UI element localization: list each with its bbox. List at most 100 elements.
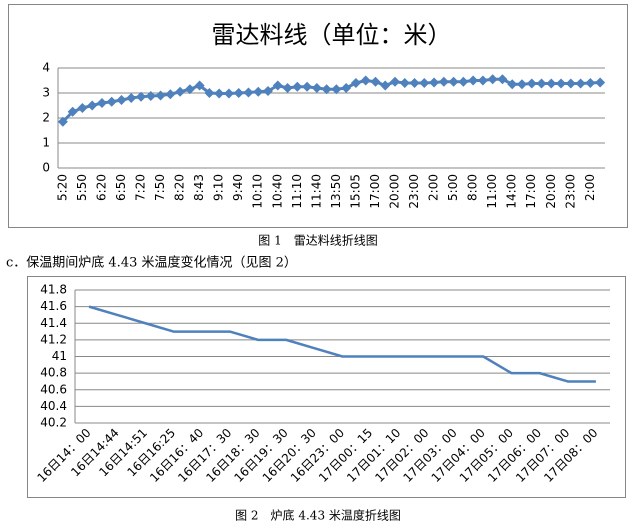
- data-point: [389, 76, 400, 87]
- data-point: [458, 76, 469, 87]
- x-tick-label: 23:00: [563, 174, 577, 209]
- x-tick-label: 11:10: [290, 174, 304, 209]
- data-point: [155, 90, 166, 101]
- y-tick-label: 41.8: [40, 283, 67, 297]
- y-tick-label: 40.6: [40, 382, 67, 396]
- chart-frame: [8, 4, 628, 228]
- data-point: [233, 88, 244, 98]
- data-point: [175, 86, 186, 97]
- data-point: [302, 81, 313, 92]
- data-point: [595, 77, 606, 88]
- data-line: [88, 305, 596, 383]
- y-tick-label: 41.4: [40, 316, 67, 330]
- y-tick-label: 3: [42, 86, 50, 100]
- data-point: [497, 74, 508, 85]
- figure-caption: 图 1 雷达料线折线图: [258, 233, 377, 248]
- x-tick-label: 5:00: [446, 174, 460, 201]
- x-tick-label: 20:00: [387, 174, 401, 209]
- x-tick-label: 11:00: [485, 174, 499, 209]
- data-point: [282, 83, 293, 93]
- data-point: [57, 116, 68, 127]
- data-point: [360, 75, 371, 86]
- data-point: [448, 76, 459, 87]
- figure-caption: 图 2 炉底 4.43 米温度折线图: [235, 508, 401, 523]
- data-point: [585, 78, 596, 88]
- data-point: [223, 88, 234, 99]
- x-tick-label: 5:20: [55, 174, 69, 201]
- data-point: [165, 89, 176, 100]
- x-tick-label: 15:05: [348, 174, 362, 209]
- data-point: [67, 106, 78, 117]
- x-tick-label: 7:20: [134, 174, 148, 201]
- x-tick-label: 8:00: [466, 174, 480, 201]
- data-point: [468, 75, 479, 86]
- chart-title: 雷达料线（单位：米）: [212, 21, 452, 49]
- data-point: [87, 100, 98, 111]
- x-tick-label: 14:00: [505, 174, 519, 209]
- y-tick-label: 40.8: [40, 366, 67, 380]
- x-tick-label: 17:00: [368, 174, 382, 209]
- x-tick-label: 10:10: [251, 174, 265, 209]
- data-point: [546, 78, 557, 89]
- y-tick-label: 40.2: [40, 416, 67, 430]
- x-tick-label: 9:10: [212, 174, 226, 201]
- x-tick-label: 23:00: [407, 174, 421, 209]
- data-point: [77, 103, 88, 113]
- data-point: [438, 76, 449, 87]
- data-point: [556, 78, 567, 89]
- data-point: [272, 80, 283, 91]
- data-point: [292, 81, 303, 92]
- x-tick-label: 17:00: [524, 174, 538, 209]
- x-tick-label: 5:50: [75, 174, 89, 201]
- data-point: [243, 87, 254, 98]
- data-point: [429, 77, 440, 88]
- data-point: [516, 79, 527, 90]
- y-tick-label: 40.4: [40, 399, 67, 413]
- x-tick-label: 8:43: [192, 174, 206, 201]
- data-point: [526, 78, 537, 89]
- data-point: [341, 83, 352, 93]
- x-tick-label: 11:40: [309, 174, 323, 209]
- data-point: [136, 91, 147, 102]
- data-point: [263, 86, 274, 96]
- data-point: [311, 83, 322, 93]
- x-tick-label: 7:50: [153, 174, 167, 201]
- data-point: [380, 80, 391, 91]
- x-tick-label: 6:50: [114, 174, 128, 201]
- data-point: [575, 78, 586, 89]
- data-point: [477, 75, 488, 86]
- x-tick-label: 9:40: [231, 174, 245, 201]
- y-tick-label: 41.2: [40, 332, 67, 346]
- x-tick-label: 13:50: [329, 174, 343, 209]
- data-point: [194, 80, 205, 91]
- data-point: [409, 78, 420, 88]
- x-tick-label: 2:00: [427, 174, 441, 201]
- x-tick-label: 20:00: [544, 174, 558, 209]
- data-point: [116, 95, 127, 105]
- y-tick-label: 41.6: [40, 299, 67, 313]
- y-tick-label: 1: [42, 136, 50, 150]
- data-point: [370, 76, 381, 87]
- data-point: [331, 84, 342, 95]
- data-point: [126, 93, 137, 103]
- x-tick-label: 6:20: [94, 174, 108, 201]
- y-tick-label: 0: [42, 161, 50, 175]
- data-point: [565, 78, 576, 89]
- data-point: [106, 96, 117, 107]
- data-point: [184, 84, 195, 95]
- x-tick-label: 8:20: [173, 174, 187, 201]
- x-tick-label: 2:00: [583, 174, 597, 201]
- y-tick-label: 2: [42, 111, 50, 125]
- y-tick-label: 4: [42, 61, 50, 75]
- data-point: [507, 79, 518, 90]
- data-point: [253, 86, 264, 97]
- data-point: [536, 78, 547, 89]
- data-point: [419, 78, 430, 88]
- data-point: [145, 91, 156, 101]
- data-point: [204, 88, 215, 98]
- data-point: [350, 78, 361, 88]
- chart-frame: [27, 276, 626, 498]
- x-tick-label: 10:40: [270, 174, 284, 209]
- y-tick-label: 41: [52, 349, 67, 363]
